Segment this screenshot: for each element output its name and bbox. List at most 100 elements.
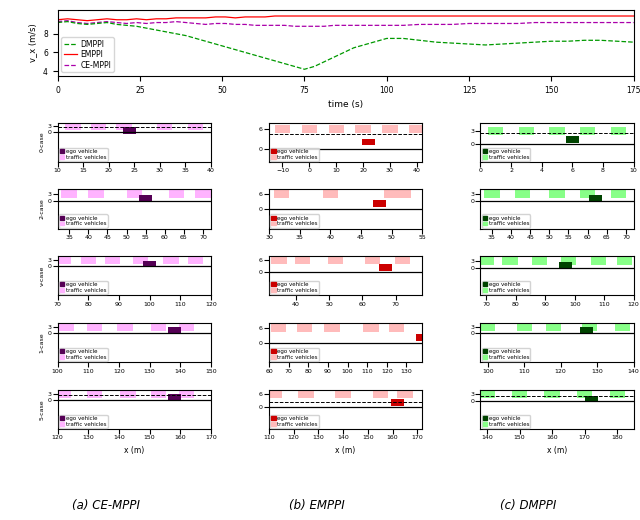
Bar (65, 123, 81, 131)
Y-axis label: v_x (m/s): v_x (m/s) (28, 24, 38, 62)
EMPPI (432, 13, 440, 19)
Bar (484, 190, 500, 198)
Legend: ego vehicle, traffic vehicles: ego vehicle, traffic vehicles (481, 148, 531, 161)
Bar (397, 390, 413, 398)
Bar (123, 127, 136, 134)
DMPPI (241, 49, 249, 56)
Bar (549, 190, 564, 198)
CE-MPPI (498, 20, 506, 27)
DMPPI (613, 38, 621, 44)
CE-MPPI (515, 20, 522, 27)
Bar (488, 127, 504, 135)
DMPPI (182, 33, 190, 39)
DMPPI (630, 39, 637, 45)
Y-axis label: 2-case: 2-case (40, 199, 45, 219)
DMPPI (281, 60, 289, 67)
Bar (445, 190, 461, 198)
Bar (532, 257, 547, 265)
Bar (365, 256, 380, 264)
Bar (479, 391, 495, 398)
EMPPI (143, 17, 150, 23)
CE-MPPI (310, 23, 318, 30)
DMPPI (103, 19, 111, 25)
EMPPI (123, 17, 131, 23)
Bar (298, 390, 314, 398)
Bar (512, 391, 527, 398)
Legend: ego vehicle, traffic vehicles: ego vehicle, traffic vehicles (270, 148, 319, 161)
EMPPI (630, 13, 637, 19)
Bar (59, 323, 74, 331)
CE-MPPI (367, 22, 374, 29)
DMPPI (515, 40, 522, 46)
EMPPI (383, 13, 390, 19)
DMPPI (113, 21, 121, 28)
Legend: ego vehicle, traffic vehicles: ego vehicle, traffic vehicles (59, 281, 108, 294)
Bar (266, 390, 282, 398)
Bar (559, 262, 572, 269)
DMPPI (143, 25, 150, 31)
Legend: ego vehicle, traffic vehicles: ego vehicle, traffic vehicles (59, 148, 108, 161)
DMPPI (192, 35, 200, 42)
EMPPI (93, 17, 101, 23)
EMPPI (367, 13, 374, 19)
CE-MPPI (192, 20, 200, 27)
Bar (151, 390, 166, 398)
Bar (396, 190, 412, 198)
Bar (324, 324, 339, 332)
EMPPI (340, 13, 348, 19)
EMPPI (291, 13, 298, 19)
EMPPI (152, 16, 160, 22)
DMPPI (547, 38, 555, 44)
Bar (188, 256, 203, 264)
Bar (294, 256, 310, 264)
CE-MPPI (93, 19, 101, 25)
X-axis label: time (s): time (s) (328, 100, 363, 109)
EMPPI (301, 13, 308, 19)
Bar (389, 324, 404, 332)
Bar (355, 125, 371, 133)
EMPPI (54, 17, 61, 23)
CE-MPPI (152, 19, 160, 25)
Bar (479, 257, 494, 265)
X-axis label: x (m): x (m) (335, 446, 356, 455)
CE-MPPI (241, 21, 249, 28)
CE-MPPI (321, 23, 328, 30)
Bar (168, 328, 180, 334)
Y-axis label: 1-case: 1-case (40, 332, 45, 353)
EMPPI (310, 13, 318, 19)
DMPPI (482, 42, 490, 48)
Bar (271, 256, 287, 264)
Bar (91, 123, 106, 131)
Bar (364, 324, 379, 332)
Bar (610, 391, 625, 398)
CE-MPPI (340, 22, 348, 29)
CE-MPPI (416, 21, 424, 28)
Bar (566, 136, 579, 143)
Bar (518, 190, 534, 198)
Bar (580, 127, 595, 135)
CE-MPPI (597, 19, 605, 25)
CE-MPPI (182, 19, 190, 25)
Bar (362, 138, 375, 145)
EMPPI (515, 13, 522, 19)
EMPPI (330, 13, 338, 19)
CE-MPPI (271, 22, 278, 29)
Bar (157, 123, 173, 131)
EMPPI (597, 13, 605, 19)
EMPPI (232, 15, 239, 21)
Bar (328, 125, 344, 133)
CE-MPPI (261, 22, 269, 29)
Bar (589, 195, 602, 202)
DMPPI (432, 39, 440, 45)
Y-axis label: 5-case: 5-case (40, 399, 45, 420)
DMPPI (580, 37, 588, 43)
DMPPI (367, 40, 374, 46)
Legend: ego vehicle, traffic vehicles: ego vehicle, traffic vehicles (481, 281, 531, 294)
Bar (188, 123, 203, 131)
Bar (88, 190, 104, 198)
Legend: ego vehicle, traffic vehicles: ego vehicle, traffic vehicles (59, 214, 108, 228)
CE-MPPI (383, 22, 390, 29)
CE-MPPI (232, 21, 239, 28)
X-axis label: x (m): x (m) (547, 446, 567, 455)
Bar (372, 390, 388, 398)
